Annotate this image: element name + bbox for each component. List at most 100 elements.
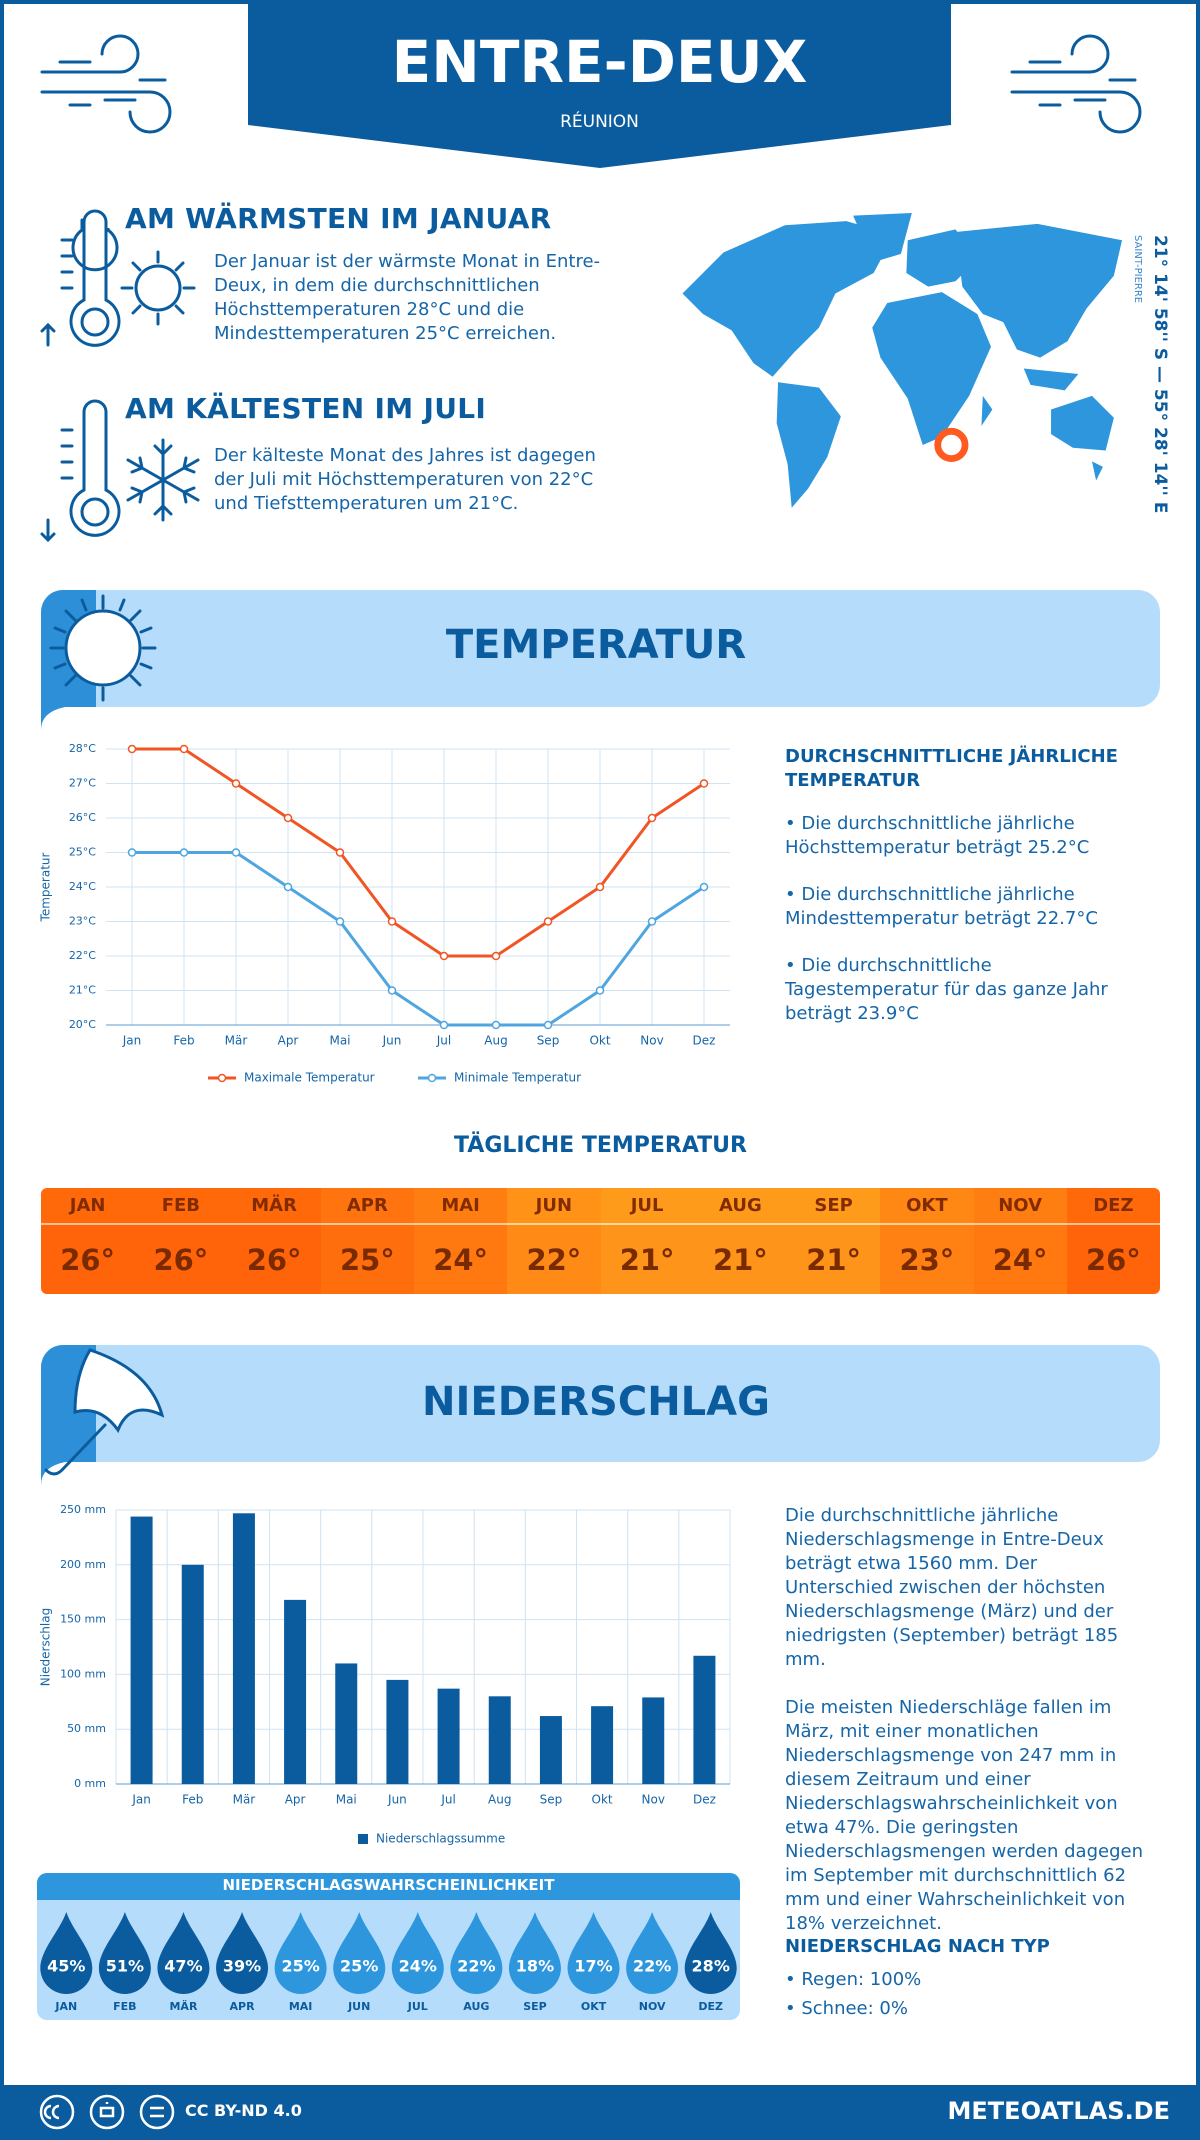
probability-month: NOV (639, 2000, 666, 2013)
x-tick-label: Jul (436, 1034, 451, 1048)
daily-value: 21° (600, 1225, 694, 1294)
x-tick-label: Mär (225, 1034, 248, 1048)
precip-paragraph: Die durchschnittliche jährliche Niedersc… (785, 1505, 1119, 1670)
temperature-title: TEMPERATUR (445, 622, 747, 668)
probability-title: NIEDERSCHLAGSWAHRSCHEINLICHKEIT (222, 1876, 555, 1894)
daily-value: 24° (414, 1225, 508, 1294)
probability-drop (626, 1912, 679, 1995)
probability-value: 47% (164, 1957, 202, 1976)
point (439, 951, 449, 961)
legend-swatch (427, 1073, 437, 1083)
probability-drop (508, 1912, 561, 1995)
daily-cell: JUN 22° (507, 1188, 601, 1294)
daily-cell: NOV 24° (973, 1188, 1067, 1294)
x-tick-label: Mär (233, 1793, 256, 1807)
bar (232, 1513, 255, 1784)
probability-value: 22% (633, 1957, 671, 1976)
probability-value: 51% (106, 1957, 144, 1976)
bar (591, 1706, 614, 1784)
point (179, 744, 189, 754)
coldest-text: Der kälteste Monat des Jahres ist dagege… (214, 445, 596, 514)
probability-month: MÄR (169, 1999, 197, 2013)
precip-type: • Schnee: 0% (785, 1998, 908, 2019)
probability-drop (40, 1912, 93, 1994)
daily-cell: SEP 21° (787, 1188, 881, 1294)
precip-type-title: NIEDERSCHLAG NACH TYP (785, 1936, 1050, 1957)
bar (130, 1516, 153, 1784)
daily-value: 21° (693, 1225, 787, 1294)
probability-month: SEP (523, 2000, 547, 2013)
bar (693, 1655, 716, 1784)
probability-month: AUG (463, 2000, 489, 2013)
daily-value: 22° (507, 1225, 601, 1294)
point (543, 917, 553, 926)
daily-month: MÄR (227, 1188, 321, 1225)
daily-temperature-table: JAN 26° FEB 26° MÄR 26° APR 25° MAI 24° JUN 22° JUL 2… (41, 1188, 1160, 1294)
point (283, 882, 293, 892)
bar (335, 1663, 358, 1784)
x-tick-label: Apr (285, 1793, 306, 1807)
x-tick-label: Aug (484, 1034, 507, 1048)
point (595, 986, 605, 995)
probability-month: JAN (54, 2000, 77, 2013)
legend-label: Maximale Temperatur (244, 1071, 375, 1085)
x-tick-label: Jul (440, 1793, 455, 1807)
y-tick-label: 22°C (69, 949, 96, 962)
probability-value: 28% (692, 1957, 730, 1976)
x-tick-label: Jan (122, 1034, 142, 1048)
daily-month: APR (320, 1188, 414, 1225)
x-tick-label: Sep (540, 1793, 563, 1807)
warmest-text: Der Januar ist der wärmste Monat in Entr… (214, 251, 601, 344)
daily-cell: FEB 26° (134, 1188, 228, 1294)
y-tick-label: 0 mm (74, 1777, 106, 1790)
probability-value: 45% (47, 1957, 85, 1976)
x-tick-label: Jun (382, 1034, 402, 1048)
temperature-bullet: • Die durchschnittliche Tagestemperatur … (785, 955, 1108, 1024)
daily-month: FEB (134, 1188, 228, 1225)
sun-icon (49, 594, 157, 702)
x-tick-label: Okt (592, 1793, 613, 1807)
license-icons (39, 2094, 175, 2130)
y-tick-label: 25°C (69, 846, 96, 859)
point (231, 779, 241, 788)
probability-value: 22% (457, 1957, 495, 1976)
daily-cell: APR 25° (320, 1188, 414, 1294)
bar (181, 1564, 204, 1784)
point (231, 848, 241, 857)
bar (284, 1599, 307, 1784)
daily-title: TÄGLICHE TEMPERATUR (454, 1133, 747, 1158)
daily-value: 26° (1066, 1225, 1160, 1294)
y-tick-label: 21°C (69, 984, 96, 997)
daily-month: MAI (414, 1188, 508, 1225)
wind-icon-left (40, 34, 172, 134)
temperature-bullet: • Die durchschnittliche jährliche Höchst… (785, 813, 1090, 858)
temperature-summary-title: DURCHSCHNITTLICHE JÄHRLICHE TEMPERATUR (785, 746, 1118, 791)
probability-drop (684, 1912, 737, 1995)
daily-value: 24° (973, 1225, 1067, 1294)
coordinates: 21° 14' 58'' S — 55° 28' 14'' E (1150, 235, 1170, 513)
probability-box (37, 1873, 740, 2020)
probability-drop (333, 1912, 386, 1995)
x-tick-label: Apr (278, 1034, 299, 1048)
y-tick-label: 24°C (69, 880, 96, 893)
probability-value: 25% (281, 1957, 319, 1976)
bar (386, 1679, 409, 1784)
y-axis-label: Niederschlag (39, 1608, 53, 1686)
y-tick-label: 20°C (69, 1018, 96, 1031)
point (335, 848, 345, 857)
probability-value: 24% (399, 1957, 437, 1976)
x-tick-label: Sep (537, 1034, 560, 1048)
daily-value: 26° (134, 1225, 228, 1294)
y-tick-label: 27°C (69, 777, 96, 790)
y-axis-label: Temperatur (39, 852, 53, 922)
bar (437, 1688, 460, 1784)
probability-month: APR (230, 2000, 256, 2013)
daily-cell: MAI 24° (414, 1188, 508, 1294)
probability-month: DEZ (698, 2000, 723, 2013)
point (387, 986, 397, 995)
point (647, 813, 657, 823)
coldest-title: AM KÄLTESTEN IM JULI (125, 392, 487, 425)
probability-value: 39% (223, 1957, 261, 1976)
point (179, 848, 189, 857)
precip-paragraph: Die meisten Niederschläge fallen im März… (785, 1697, 1143, 1934)
